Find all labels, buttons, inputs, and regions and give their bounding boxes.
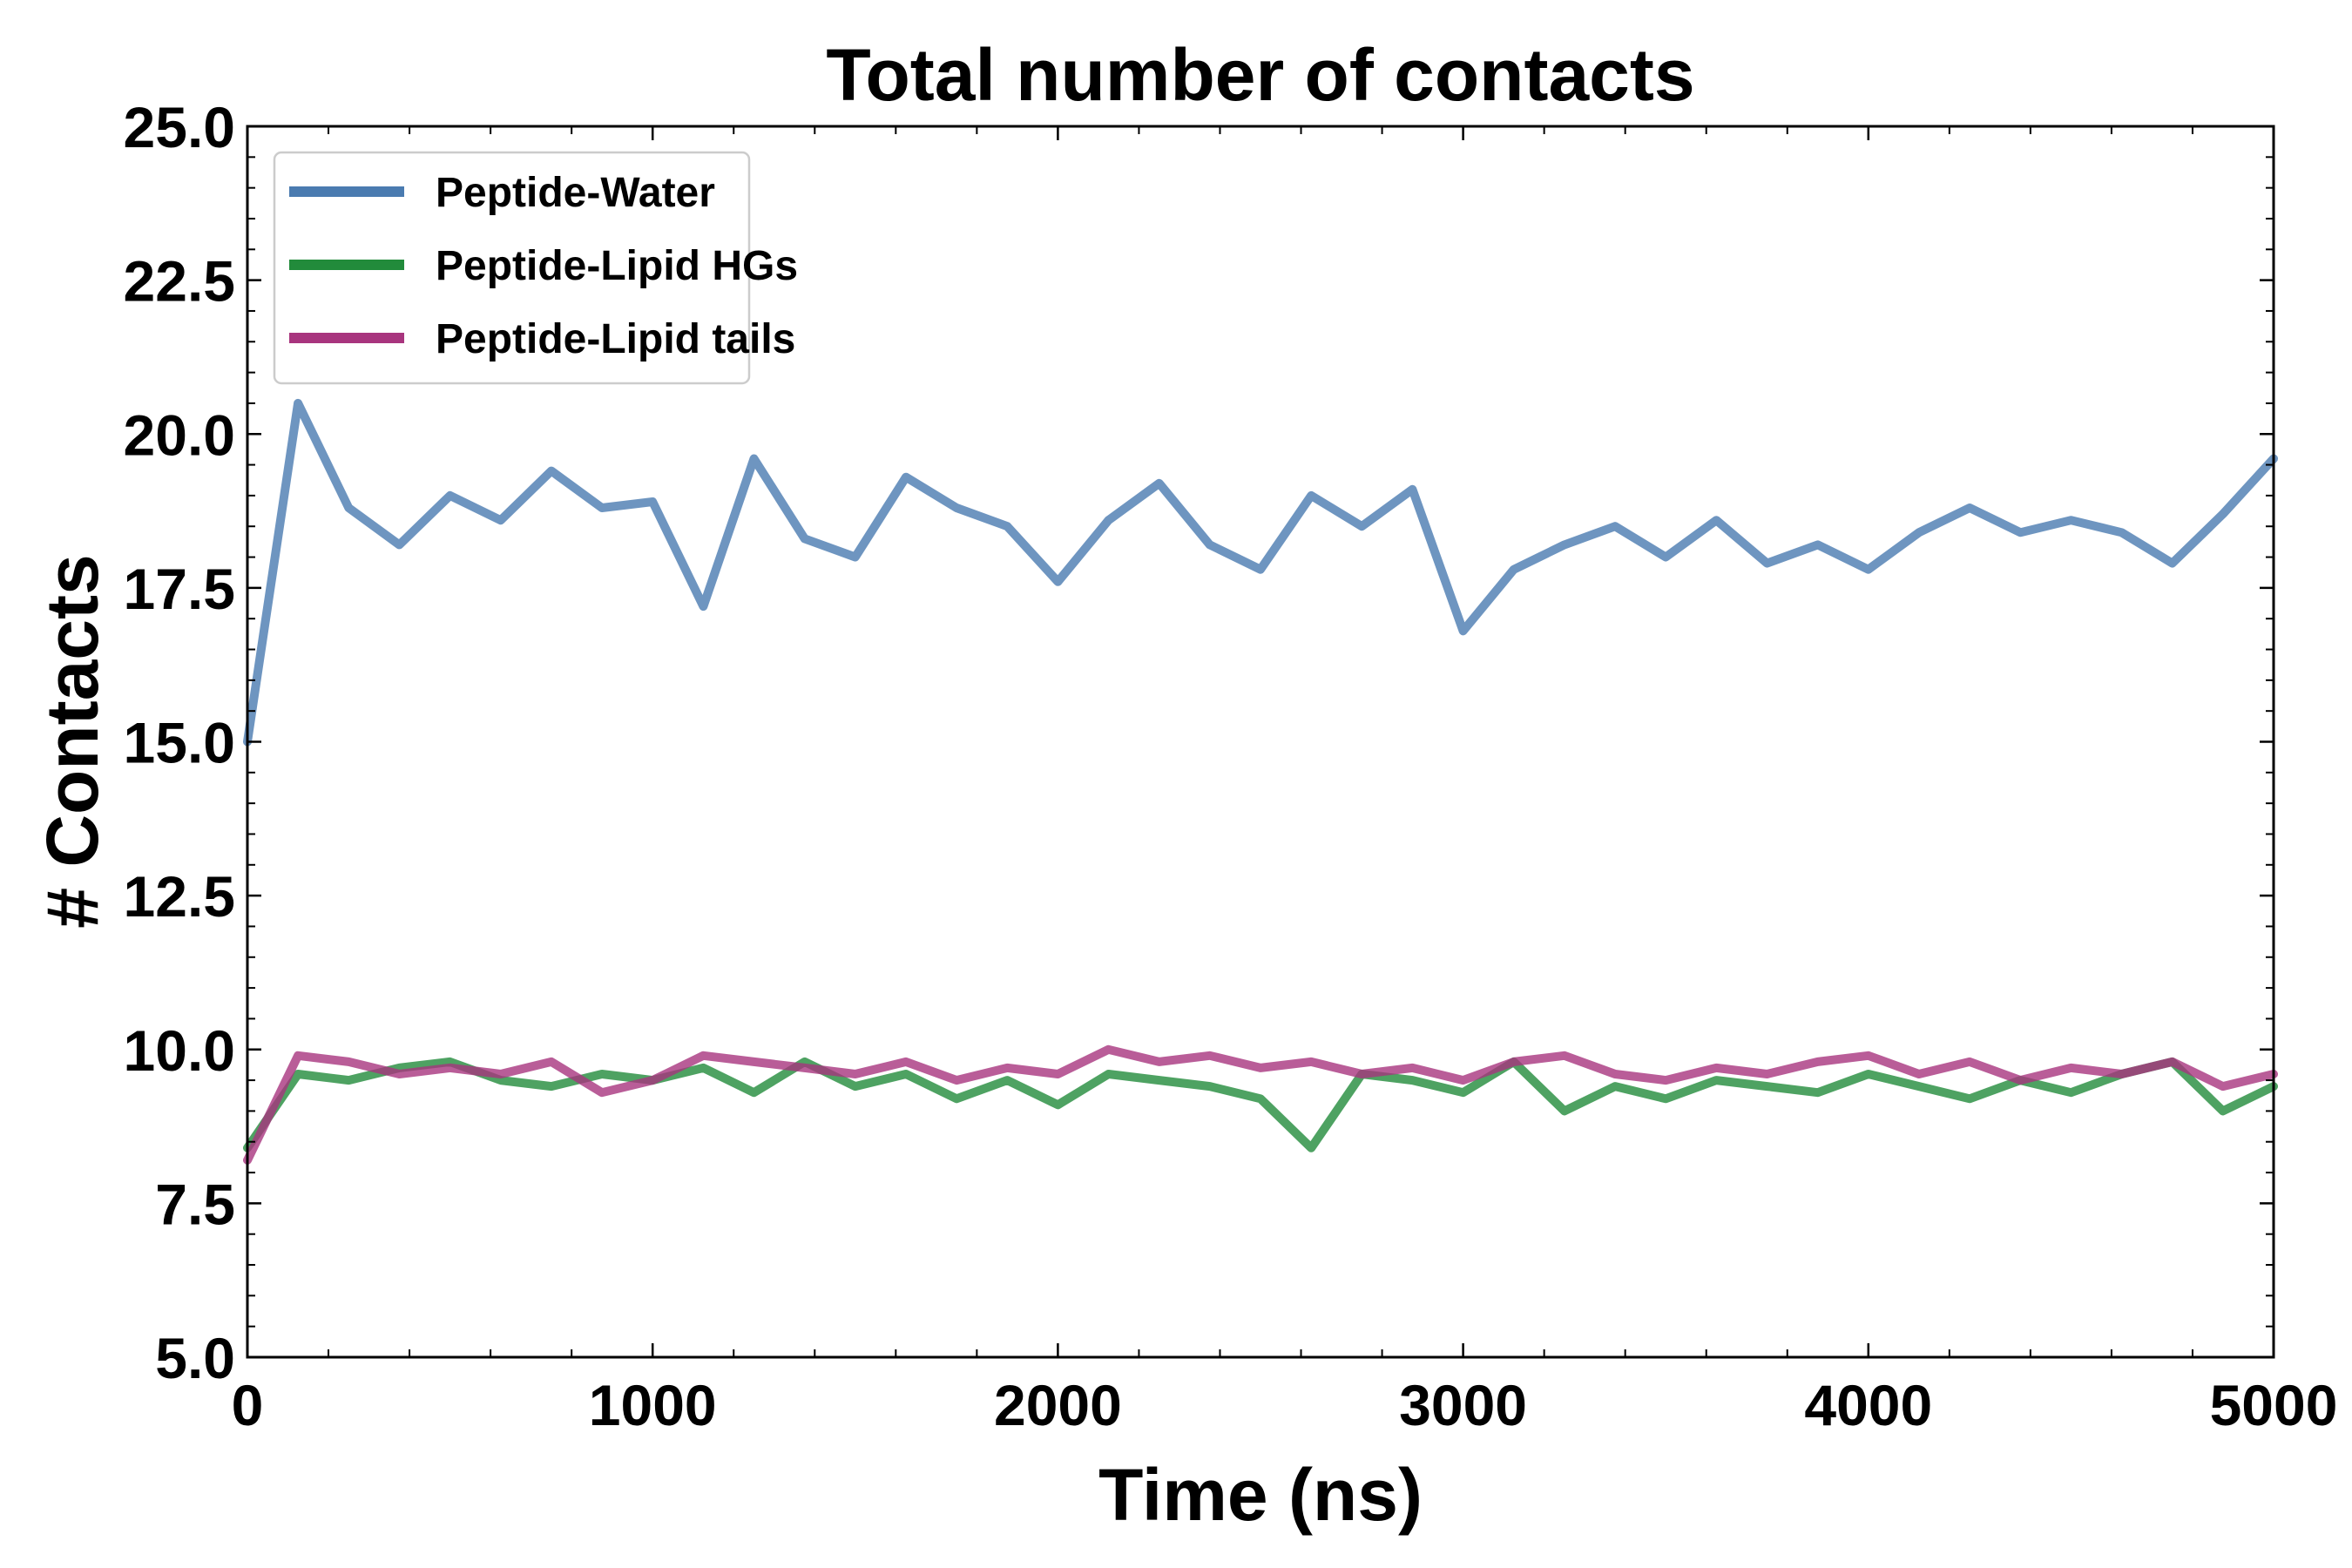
y-tick-label: 17.5 bbox=[124, 557, 235, 621]
y-axis-label: # Contacts bbox=[31, 554, 113, 928]
x-axis-label: Time (ns) bbox=[1098, 1454, 1423, 1536]
chart-title: Total number of contacts bbox=[826, 34, 1694, 116]
series-layer bbox=[243, 398, 2278, 1165]
legend: Peptide-Water Peptide-Lipid HGs Peptide-Li… bbox=[273, 151, 798, 385]
series-line-peptide-lipid-tails bbox=[243, 1044, 2278, 1165]
y-tick-label: 20.0 bbox=[124, 402, 235, 467]
x-tick-label: 2000 bbox=[994, 1373, 1122, 1437]
legend-label: Peptide-Water bbox=[436, 170, 715, 216]
ticks-layer: 0 1000 2000 3000 4000 5000 5.0 7.5 10.0 12.5 15.0 1… bbox=[124, 95, 2338, 1437]
y-tick-label: 7.5 bbox=[155, 1172, 235, 1236]
legend-box bbox=[273, 151, 751, 385]
series-line-peptide-water bbox=[243, 398, 2278, 747]
x-tick-label: 5000 bbox=[2210, 1373, 2338, 1437]
y-tick-label: 15.0 bbox=[124, 711, 235, 775]
legend-label: Peptide-Lipid tails bbox=[436, 316, 795, 362]
y-tick-label: 25.0 bbox=[124, 95, 235, 159]
x-tick-label: 1000 bbox=[589, 1373, 717, 1437]
x-tick-label: 0 bbox=[232, 1373, 264, 1437]
y-tick-label: 22.5 bbox=[124, 249, 235, 314]
y-tick-label: 5.0 bbox=[155, 1326, 235, 1390]
y-tick-label: 10.0 bbox=[124, 1018, 235, 1083]
x-tick-label: 4000 bbox=[1804, 1373, 1932, 1437]
y-tick-label: 12.5 bbox=[124, 864, 235, 929]
legend-label: Peptide-Lipid HGs bbox=[436, 243, 798, 289]
x-tick-label: 3000 bbox=[1399, 1373, 1527, 1437]
series-line-peptide-lipid-hgs bbox=[243, 1057, 2278, 1152]
